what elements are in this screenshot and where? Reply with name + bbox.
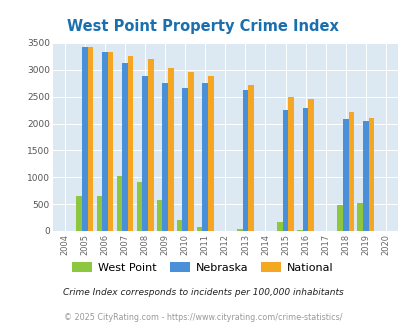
Bar bbox=[168, 68, 173, 231]
Bar bbox=[277, 222, 282, 231]
Bar bbox=[337, 205, 342, 231]
Bar bbox=[347, 112, 353, 231]
Legend: West Point, Nebraska, National: West Point, Nebraska, National bbox=[68, 258, 337, 278]
Bar bbox=[76, 196, 82, 231]
Bar bbox=[196, 227, 202, 231]
Bar bbox=[288, 97, 293, 231]
Bar bbox=[162, 83, 168, 231]
Bar bbox=[96, 196, 102, 231]
Bar bbox=[207, 76, 213, 231]
Bar bbox=[282, 110, 288, 231]
Bar bbox=[202, 83, 207, 231]
Bar bbox=[182, 88, 188, 231]
Bar bbox=[142, 76, 147, 231]
Bar bbox=[247, 85, 253, 231]
Bar bbox=[308, 99, 313, 231]
Bar bbox=[116, 176, 122, 231]
Bar bbox=[362, 121, 368, 231]
Text: West Point Property Crime Index: West Point Property Crime Index bbox=[67, 19, 338, 34]
Bar bbox=[356, 203, 362, 231]
Bar bbox=[176, 220, 182, 231]
Bar bbox=[128, 56, 133, 231]
Text: Crime Index corresponds to incidents per 100,000 inhabitants: Crime Index corresponds to incidents per… bbox=[62, 287, 343, 297]
Bar bbox=[342, 119, 347, 231]
Bar bbox=[242, 90, 247, 231]
Text: © 2025 CityRating.com - https://www.cityrating.com/crime-statistics/: © 2025 CityRating.com - https://www.city… bbox=[64, 313, 341, 322]
Bar bbox=[296, 230, 302, 231]
Bar bbox=[147, 59, 153, 231]
Bar bbox=[188, 73, 193, 231]
Bar bbox=[122, 63, 128, 231]
Bar bbox=[368, 118, 373, 231]
Bar bbox=[107, 52, 113, 231]
Bar bbox=[302, 108, 308, 231]
Bar bbox=[237, 229, 242, 231]
Bar bbox=[82, 47, 87, 231]
Bar bbox=[156, 200, 162, 231]
Bar bbox=[136, 182, 142, 231]
Bar bbox=[102, 52, 107, 231]
Bar bbox=[87, 47, 93, 231]
